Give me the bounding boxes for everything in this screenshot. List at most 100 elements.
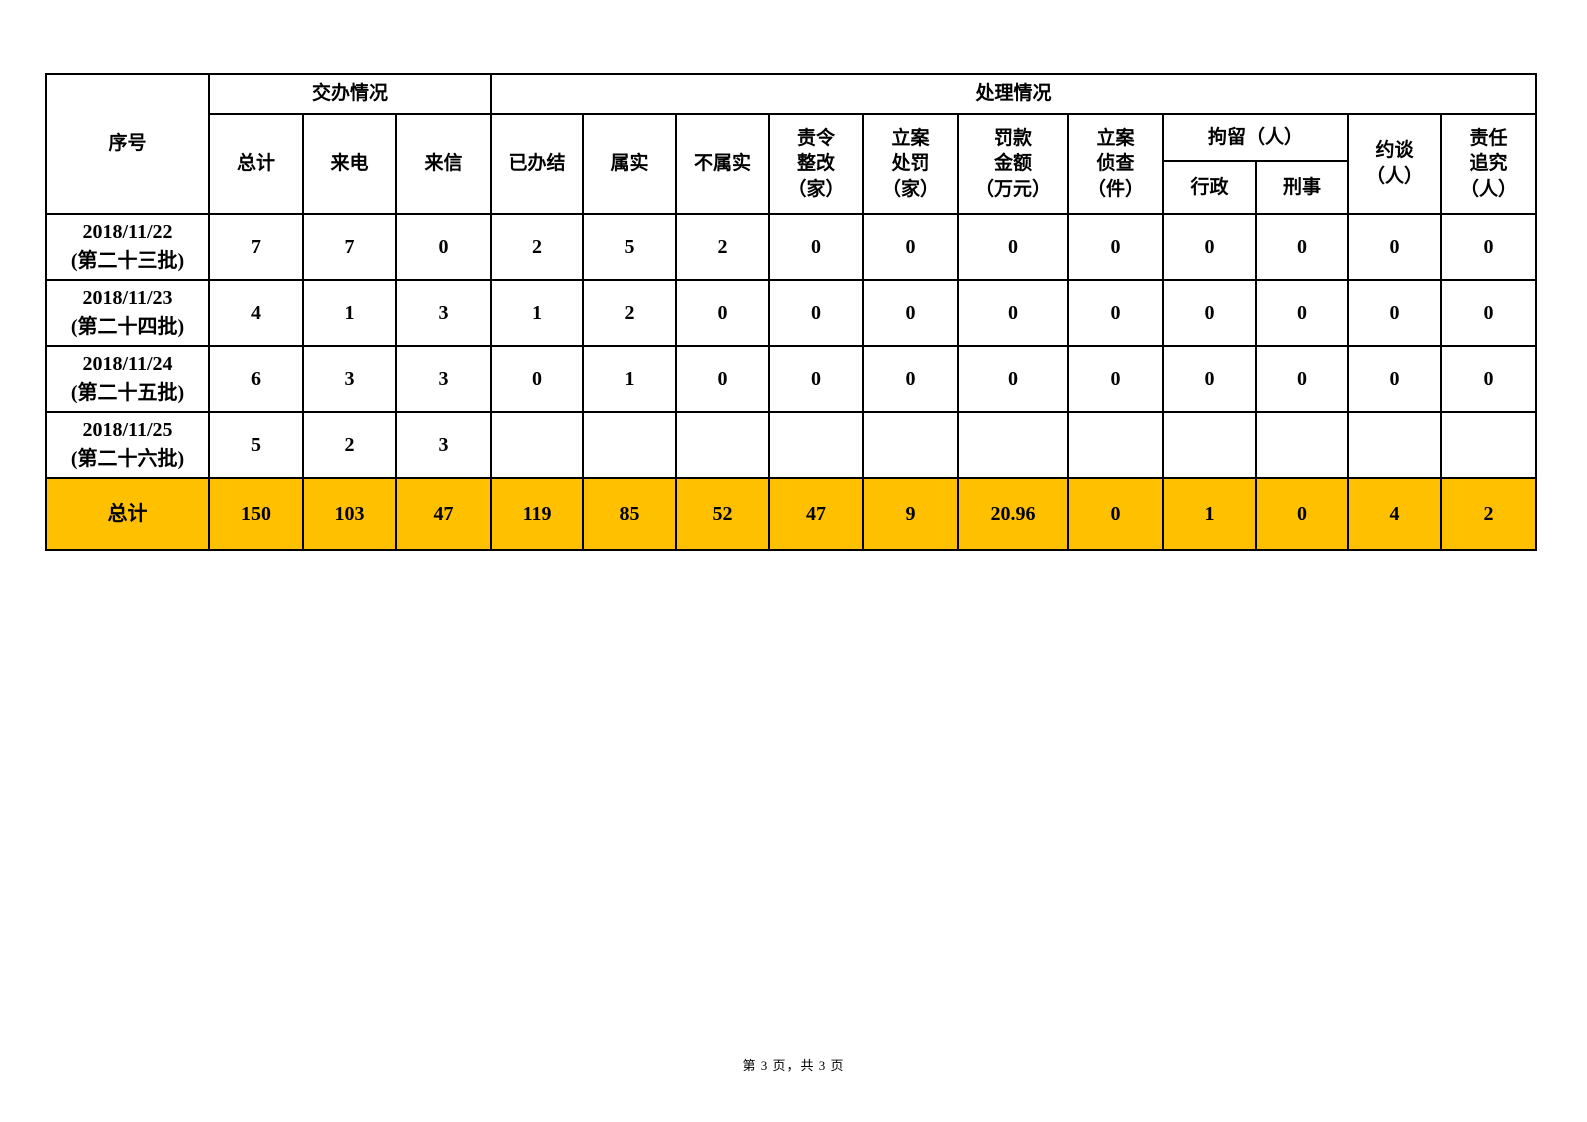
header-completed: 已办结: [490, 113, 585, 215]
header-group-assign: 交办情况: [207, 73, 493, 115]
total-cell: 47: [394, 477, 493, 551]
header-interview: 约谈 （人）: [1347, 113, 1443, 215]
header-detention-sub-row: 行政 刑事: [46, 160, 1536, 215]
table-cell: [957, 411, 1070, 479]
row-date: 2018/11/25 (第二十六批): [45, 411, 210, 479]
table-cell: 0: [394, 213, 493, 281]
header-verified: 属实: [582, 113, 678, 215]
table-cell: 4: [208, 279, 304, 347]
total-cell: 47: [768, 477, 865, 551]
total-cell: 85: [582, 477, 678, 551]
table-cell: 6: [208, 345, 304, 413]
table-cell: [1440, 411, 1538, 479]
table-cell: [768, 411, 865, 479]
header-accountability: 责任 追究 （人）: [1440, 113, 1538, 215]
total-cell: 0: [1255, 477, 1350, 551]
header-fine: 罚款 金额 （万元）: [957, 113, 1070, 215]
page-number-footer: 第 3 页，共 3 页: [742, 1058, 845, 1073]
table-cell: 0: [1347, 213, 1443, 281]
table-cell: [675, 411, 771, 479]
total-cell: 20.96: [957, 477, 1070, 551]
table-cell: 0: [675, 345, 771, 413]
table-cell: 0: [1255, 345, 1350, 413]
statistics-table: 序号 交办情况 处理情况 总计 来电 来信 已办结 属实 不属实 责令 整改 （…: [45, 73, 1538, 551]
table-cell: [582, 411, 678, 479]
header-serial: 序号: [45, 73, 210, 215]
table-cell: [1347, 411, 1443, 479]
header-punish: 立案 处罚 （家）: [862, 113, 960, 215]
header-group-handle: 处理情况: [490, 73, 1538, 115]
total-cell: 103: [302, 477, 397, 551]
row-date: 2018/11/23 (第二十四批): [45, 279, 210, 347]
table-cell: 0: [768, 213, 865, 281]
header-detention-admin: 行政: [1162, 160, 1258, 215]
header-detention: 拘留（人）: [1162, 113, 1350, 162]
total-cell: 2: [1440, 477, 1538, 551]
total-cell: 0: [1067, 477, 1165, 551]
total-cell: 1: [1162, 477, 1258, 551]
table-cell: 3: [394, 279, 493, 347]
table-cell: 0: [1347, 279, 1443, 347]
table-cell: [1067, 411, 1165, 479]
header-group-row: 序号 交办情况 处理情况: [45, 73, 1538, 215]
header-rectify: 责令 整改 （家）: [768, 113, 865, 215]
table-row-batch-26: 2018/11/25 (第二十六批) 5 2 3: [45, 411, 1538, 479]
table-cell: 0: [957, 345, 1070, 413]
table-cell: 5: [208, 411, 304, 479]
table-cell: 1: [302, 279, 397, 347]
table-cell: 0: [1067, 213, 1165, 281]
table-cell: 3: [394, 345, 493, 413]
table-cell: 7: [208, 213, 304, 281]
table-cell: 0: [1255, 279, 1350, 347]
header-columns-row: 总计 来电 来信 已办结 属实 不属实 责令 整改 （家） 立案 处罚 （家） …: [46, 113, 1538, 215]
table-cell: [1162, 411, 1258, 479]
total-cell: 52: [675, 477, 771, 551]
table-cell: 0: [1067, 345, 1165, 413]
header-unverified: 不属实: [675, 113, 771, 215]
table-cell: 0: [1347, 345, 1443, 413]
header-investigate: 立案 侦查 （件）: [1067, 113, 1165, 215]
header-detention-criminal: 刑事: [1255, 160, 1350, 215]
table-cell: 2: [675, 213, 771, 281]
table-cell: 0: [862, 345, 960, 413]
total-cell: 4: [1347, 477, 1443, 551]
table-row-batch-25: 2018/11/24 (第二十五批) 6 3 3 0 1 0 0 0 0 0 0…: [45, 345, 1538, 413]
table-row-batch-24: 2018/11/23 (第二十四批) 4 1 3 1 2 0 0 0 0 0 0…: [45, 279, 1538, 347]
header-total: 总计: [208, 113, 304, 215]
table-cell: 0: [490, 345, 585, 413]
table-cell: 0: [1255, 213, 1350, 281]
table-cell: 0: [1440, 345, 1538, 413]
table-cell: 2: [302, 411, 397, 479]
table-cell: 0: [768, 345, 865, 413]
table-cell: 0: [862, 279, 960, 347]
table-cell: 0: [1162, 213, 1258, 281]
table-cell: 0: [768, 279, 865, 347]
table-cell: [862, 411, 960, 479]
header-calls: 来电: [302, 113, 397, 215]
table-cell: 0: [675, 279, 771, 347]
total-cell: 150: [208, 477, 304, 551]
table-cell: 0: [1162, 279, 1258, 347]
table-cell: 3: [394, 411, 493, 479]
table-cell: 1: [490, 279, 585, 347]
total-label: 总计: [45, 477, 210, 551]
table-cell: 2: [582, 279, 678, 347]
row-date: 2018/11/22 (第二十三批): [45, 213, 210, 281]
table-cell: 0: [957, 213, 1070, 281]
table-cell: 0: [862, 213, 960, 281]
table-row-total: 总计 150 103 47 119 85 52 47 9 20.96 0 1 0…: [45, 477, 1538, 551]
table-cell: 0: [1067, 279, 1165, 347]
table-row-batch-23: 2018/11/22 (第二十三批) 7 7 0 2 5 2 0 0 0 0 0…: [45, 213, 1538, 281]
table-cell: 2: [490, 213, 585, 281]
table-cell: 3: [302, 345, 397, 413]
table-cell: [490, 411, 585, 479]
table-cell: 0: [1440, 279, 1538, 347]
table-cell: 0: [1162, 345, 1258, 413]
table-cell: 1: [582, 345, 678, 413]
total-cell: 119: [490, 477, 585, 551]
table-cell: 7: [302, 213, 397, 281]
table-cell: 0: [1440, 213, 1538, 281]
table-cell: 0: [957, 279, 1070, 347]
table-cell: [1255, 411, 1350, 479]
